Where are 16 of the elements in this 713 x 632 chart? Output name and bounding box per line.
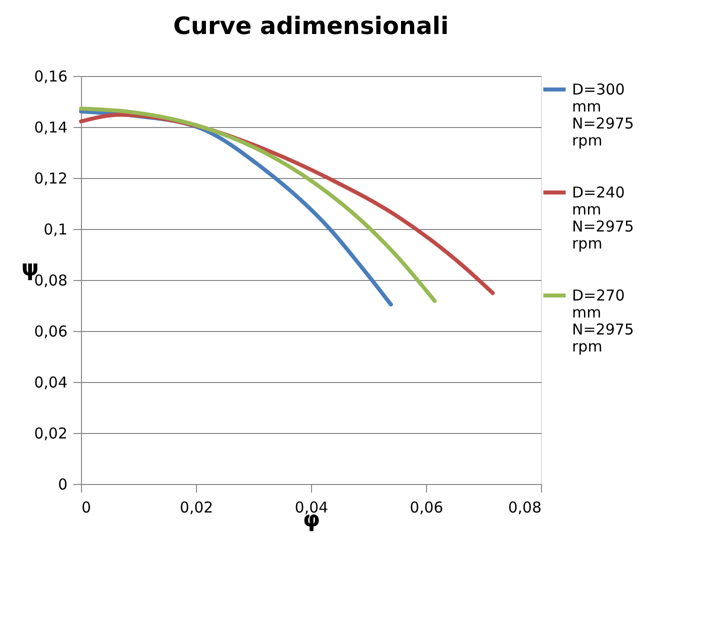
y-tick-label: 0,12 xyxy=(34,170,68,188)
y-tick-label: 0,16 xyxy=(34,68,68,86)
y-tick-label: 0,06 xyxy=(34,322,68,340)
legend-label: D=240 mm N=2975 rpm xyxy=(572,184,634,252)
legend-label: D=300 mm N=2975 rpm xyxy=(572,80,634,150)
y-tick-label: 0,14 xyxy=(34,118,68,136)
x-tick-label: 0,06 xyxy=(410,498,444,516)
legend-label: D=270 mm N=2975 rpm xyxy=(572,286,634,356)
y-tick-label: 0,04 xyxy=(34,374,68,392)
chart-title: Curve adimensionali xyxy=(173,12,449,40)
x-tick-label: 0,08 xyxy=(508,498,542,516)
y-tick-label: 0 xyxy=(58,476,68,494)
x-tick-label: 0,02 xyxy=(180,498,214,516)
y-tick-label: 0,02 xyxy=(34,424,68,442)
y-tick-label: 0,1 xyxy=(44,220,68,238)
x-tick-label: 0 xyxy=(82,498,92,516)
